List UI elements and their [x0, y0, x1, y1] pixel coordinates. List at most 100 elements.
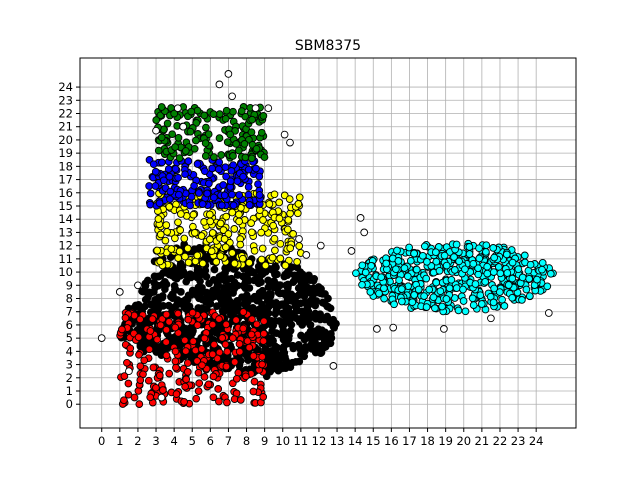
data-point: [394, 257, 403, 265]
data-point: [495, 288, 504, 296]
data-point: [166, 195, 174, 203]
data-point: [194, 387, 203, 395]
data-point: [140, 356, 149, 365]
data-point: [174, 309, 182, 318]
data-point: [436, 287, 445, 296]
data-point: [489, 298, 498, 307]
y-tick-label: 7: [66, 305, 73, 319]
data-point: [490, 284, 498, 293]
data-point: [329, 315, 338, 324]
data-point: [259, 329, 268, 338]
y-tick-label: 17: [58, 173, 73, 187]
data-point: [410, 291, 419, 299]
grid: [80, 58, 576, 428]
data-point: [286, 138, 294, 147]
data-point: [209, 393, 218, 402]
data-point: [270, 234, 279, 243]
data-point: [203, 189, 212, 198]
data-point: [182, 277, 191, 286]
data-point: [176, 226, 185, 234]
data-point: [182, 305, 191, 313]
data-point: [241, 372, 250, 381]
data-point: [197, 345, 206, 353]
data-point: [296, 350, 305, 359]
data-point: [420, 292, 428, 300]
data-point: [254, 262, 263, 271]
data-point: [135, 400, 144, 408]
data-point: [208, 288, 216, 297]
data-point: [165, 317, 173, 326]
data-point: [169, 292, 177, 300]
data-point: [261, 261, 270, 270]
data-point: [321, 328, 329, 337]
data-point: [317, 285, 325, 293]
data-point: [220, 235, 229, 243]
data-point: [157, 393, 166, 402]
data-point: [373, 325, 381, 333]
data-point: [171, 165, 180, 173]
data-point: [257, 228, 266, 237]
data-point: [283, 339, 291, 348]
data-point: [260, 317, 268, 326]
data-point: [389, 323, 398, 332]
data-point: [406, 256, 415, 265]
data-point: [252, 144, 261, 153]
data-point: [239, 172, 247, 181]
data-point: [151, 296, 159, 304]
data-point: [232, 304, 241, 313]
data-point: [152, 346, 161, 355]
x-tick-label: 16: [384, 434, 399, 448]
data-point: [154, 215, 163, 223]
data-point: [356, 214, 365, 222]
data-point: [538, 265, 546, 274]
data-point: [198, 361, 206, 370]
data-point: [252, 320, 261, 329]
data-point: [226, 311, 235, 319]
data-point: [431, 248, 440, 257]
data-point: [264, 349, 273, 358]
data-point: [245, 343, 254, 352]
data-point: [189, 337, 198, 346]
data-point: [172, 363, 180, 372]
data-point: [482, 248, 490, 256]
data-point: [267, 316, 276, 325]
data-point: [175, 154, 184, 162]
data-point: [206, 235, 214, 244]
data-point: [275, 214, 284, 223]
data-point: [310, 313, 319, 321]
data-point: [208, 229, 217, 237]
data-point: [237, 107, 246, 115]
data-point: [180, 234, 189, 243]
data-point: [361, 268, 370, 277]
data-point: [156, 257, 165, 266]
data-point: [469, 259, 478, 268]
data-point: [504, 281, 513, 289]
data-point: [187, 192, 196, 201]
data-point: [377, 273, 386, 282]
data-point: [217, 151, 226, 159]
y-tick-label: 6: [66, 318, 73, 332]
data-point: [195, 189, 203, 197]
data-point: [213, 279, 222, 288]
data-point: [221, 163, 230, 172]
data-point: [293, 257, 301, 266]
data-point: [181, 347, 190, 355]
data-point: [360, 228, 369, 237]
data-point: [295, 235, 303, 243]
data-point: [181, 296, 189, 305]
data-point: [268, 253, 277, 262]
data-point: [182, 375, 191, 384]
data-point: [220, 276, 229, 285]
data-point: [152, 126, 160, 135]
data-point: [229, 107, 237, 116]
x-tick-label: 10: [275, 434, 290, 448]
data-point: [248, 294, 257, 303]
data-point: [227, 167, 236, 175]
data-point: [503, 269, 512, 277]
data-point: [220, 191, 229, 200]
data-point: [209, 110, 218, 118]
data-point: [124, 390, 133, 399]
data-point: [222, 212, 231, 221]
data-point: [156, 230, 165, 239]
data-point: [285, 195, 294, 203]
